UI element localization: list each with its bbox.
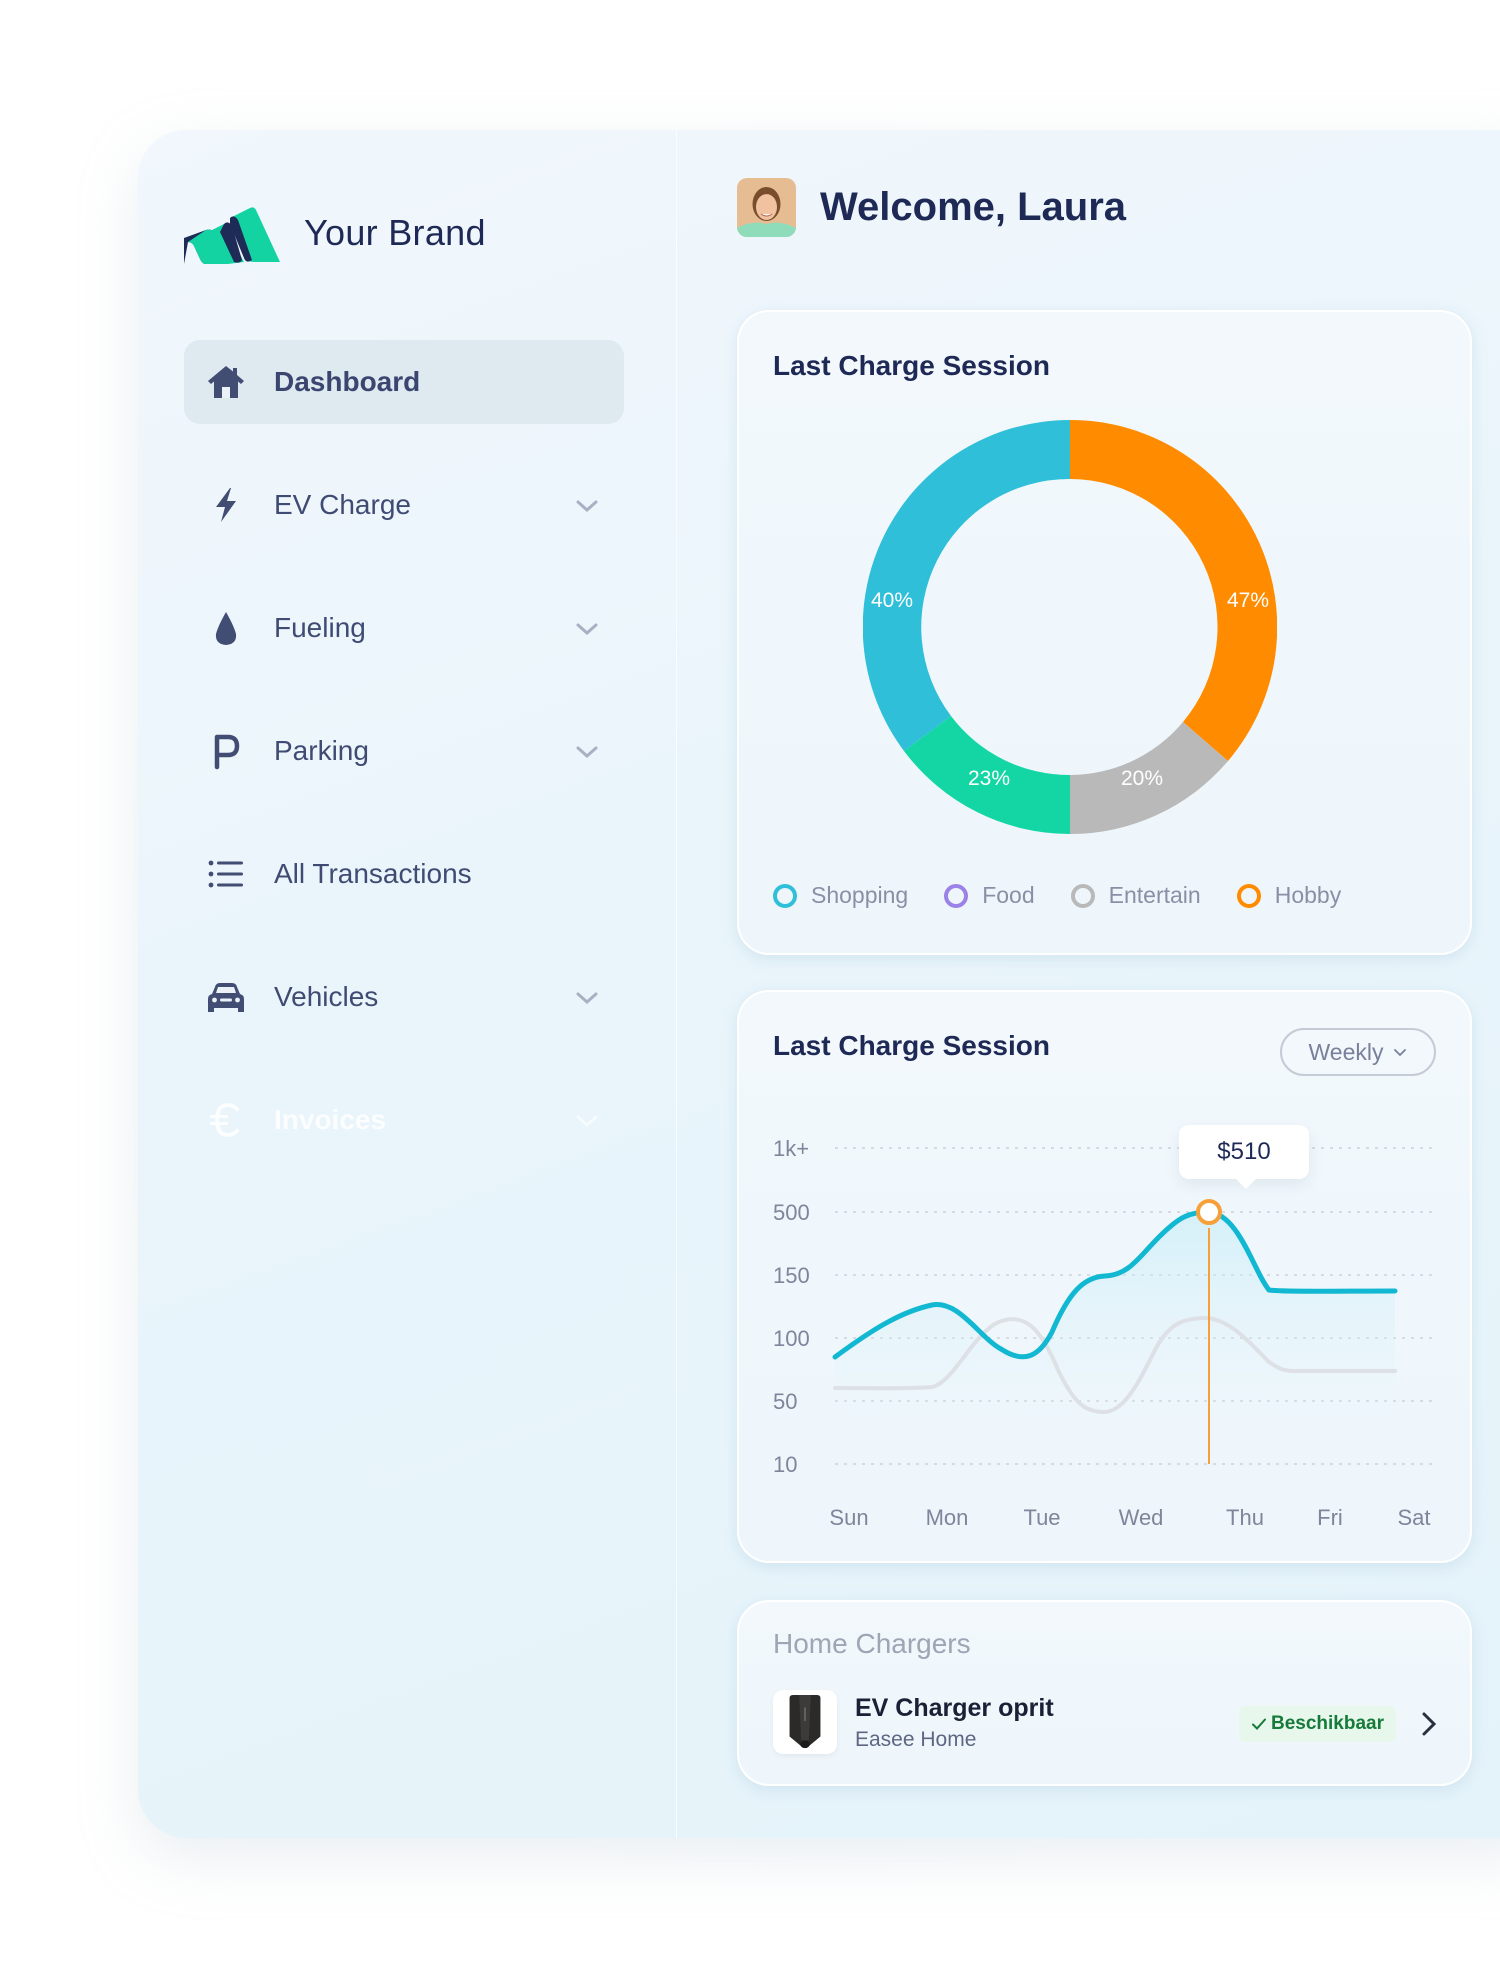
line-chart: 1k+ 500 150 100 50 10 Sun Mon Tue Wed Th… — [773, 1136, 1433, 1530]
y-tick: 50 — [773, 1389, 797, 1414]
euro-icon — [204, 1098, 248, 1142]
slice-label: 20% — [1121, 767, 1163, 790]
main-content: Welcome, Laura Last Charge Session 40% 4… — [737, 130, 1500, 1838]
chevron-down-icon[interactable] — [574, 739, 600, 765]
app-window: Your Brand Dashboard EV Charge F — [138, 130, 1500, 1838]
highlight-point — [1196, 1199, 1222, 1225]
lightning-icon — [204, 483, 248, 527]
legend-item-hobby[interactable]: Hobby — [1236, 882, 1342, 909]
legend-marker-icon — [1070, 883, 1095, 908]
chevron-down-icon[interactable] — [574, 616, 600, 642]
sidebar-divider — [676, 130, 677, 1838]
brand-name: Your Brand — [304, 212, 486, 253]
slice-label: 40% — [871, 589, 913, 612]
sidebar-item-label: Parking — [274, 735, 369, 766]
status-text: Beschikbaar — [1271, 1713, 1385, 1734]
y-tick: 500 — [773, 1200, 810, 1225]
sidebar-item-invoices[interactable]: Invoices — [184, 1078, 624, 1162]
sidebar-item-label: Dashboard — [274, 366, 421, 397]
period-select-value: Weekly — [1308, 1038, 1384, 1065]
sidebar-item-label: Fueling — [274, 612, 366, 643]
parking-icon — [204, 729, 248, 773]
legend-marker-icon — [944, 883, 969, 908]
donut-chart: 40% 47% 23% 20% — [863, 420, 1277, 834]
sidebar-item-dashboard[interactable]: Dashboard — [184, 340, 624, 424]
x-tick: Sun — [829, 1505, 868, 1530]
chevron-down-icon[interactable] — [574, 985, 600, 1011]
legend-item-shopping[interactable]: Shopping — [773, 882, 908, 909]
sidebar-item-vehicles[interactable]: Vehicles — [184, 955, 624, 1039]
legend-marker-icon — [1236, 883, 1261, 908]
x-tick: Tue — [1023, 1505, 1060, 1530]
card-title: Last Charge Session — [773, 1030, 1050, 1061]
legend-item-food[interactable]: Food — [944, 882, 1035, 909]
x-tick: Thu — [1226, 1505, 1264, 1530]
x-tick: Fri — [1317, 1505, 1343, 1530]
sidebar-item-label: Invoices — [274, 1104, 387, 1135]
x-tick: Mon — [926, 1505, 969, 1530]
slice-label: 47% — [1227, 589, 1269, 612]
card-title: Home Chargers — [773, 1628, 971, 1659]
x-tick: Sat — [1397, 1505, 1430, 1530]
car-icon — [204, 975, 248, 1019]
y-tick: 1k+ — [773, 1136, 809, 1161]
charger-name: EV Charger oprit — [855, 1694, 1054, 1722]
home-icon — [204, 360, 248, 404]
chart-legend: Shopping Food Entertain Hobby — [773, 882, 1377, 909]
legend-label: Entertain — [1108, 882, 1201, 908]
sidebar-item-label: All Transactions — [274, 858, 472, 889]
chart-tooltip: $510 — [1179, 1125, 1309, 1189]
slice-label: 23% — [968, 767, 1010, 790]
donut-chart-card: Last Charge Session 40% 47% 23% 20% — [737, 310, 1472, 955]
sidebar-item-all-transactions[interactable]: All Transactions — [184, 832, 624, 916]
chevron-down-icon[interactable] — [574, 1108, 600, 1134]
charger-image — [773, 1690, 837, 1754]
card-title: Last Charge Session — [773, 350, 1050, 381]
legend-marker-icon — [773, 883, 797, 908]
home-chargers-card: Home Chargers EV Charger oprit Easee Hom… — [737, 1600, 1472, 1786]
sidebar-item-label: Vehicles — [274, 981, 379, 1012]
sidebar-nav: Dashboard EV Charge Fueling — [184, 340, 624, 1201]
legend-item-entertain[interactable]: Entertain — [1070, 882, 1201, 909]
brand-logo-icon — [184, 207, 280, 264]
legend-label: Shopping — [811, 882, 909, 908]
legend-label: Hobby — [1274, 882, 1342, 908]
y-tick: 10 — [773, 1452, 797, 1477]
x-tick: Wed — [1119, 1505, 1164, 1530]
sidebar-item-fueling[interactable]: Fueling — [184, 586, 624, 670]
chevron-down-icon[interactable] — [574, 493, 600, 519]
sidebar-item-ev-charge[interactable]: EV Charge — [184, 463, 624, 547]
drop-icon — [204, 606, 248, 650]
brand[interactable]: Your Brand — [184, 202, 486, 264]
line-chart-card: 1k+ 500 150 100 50 10 Sun Mon Tue Wed Th… — [737, 990, 1472, 1563]
y-tick: 150 — [773, 1263, 810, 1288]
status-badge: Beschikbaar — [1239, 1706, 1397, 1742]
y-tick: 100 — [773, 1326, 810, 1351]
avatar[interactable] — [737, 178, 796, 237]
chevron-right-icon[interactable] — [1418, 1710, 1440, 1738]
sidebar-item-parking[interactable]: Parking — [184, 709, 624, 793]
page-title: Welcome, Laura — [820, 185, 1127, 229]
check-icon — [1252, 1718, 1266, 1730]
sidebar: Your Brand Dashboard EV Charge F — [138, 130, 676, 1838]
chevron-down-icon — [1393, 1049, 1406, 1057]
sidebar-item-label: EV Charge — [274, 489, 411, 520]
welcome-header: Welcome, Laura — [737, 178, 1126, 237]
charger-model: Easee Home — [855, 1728, 977, 1751]
legend-label: Food — [982, 882, 1035, 908]
list-icon — [204, 852, 248, 896]
period-select[interactable]: Weekly — [1280, 1028, 1436, 1076]
